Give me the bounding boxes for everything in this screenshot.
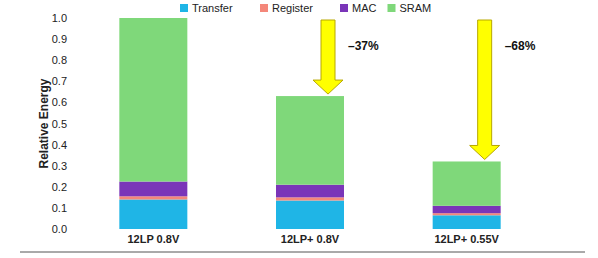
bar-segment: [276, 96, 344, 185]
bar-segment: [276, 201, 344, 229]
legend-swatch: [260, 4, 268, 12]
y-axis-title: Relative Energy: [37, 78, 51, 168]
y-tick: [71, 18, 75, 19]
bar-segment: [433, 161, 501, 205]
bar-segment: [433, 213, 501, 215]
annotation-arrow: [470, 20, 500, 159]
y-tick: [71, 123, 75, 124]
y-tick-label: 0.8: [52, 54, 67, 66]
x-tick-label: 12LP+ 0.55V: [434, 233, 499, 245]
legend-label: MAC: [352, 2, 377, 14]
y-tick: [71, 144, 75, 145]
legend: Transfer Register MAC SRAM: [180, 2, 431, 14]
y-tick-label: 0.6: [52, 96, 67, 108]
y-tick-label: 0.0: [52, 223, 67, 235]
y-tick-label: 0.3: [52, 160, 67, 172]
bar-segment: [276, 197, 344, 200]
y-tick-label: 0.4: [52, 139, 67, 151]
bar-segment: [119, 18, 187, 182]
y-tick: [71, 165, 75, 166]
legend-swatch: [180, 4, 188, 12]
y-tick: [71, 81, 75, 82]
x-tick-label: 12LP 0.8V: [127, 233, 179, 245]
y-tick-label: 0.2: [52, 181, 67, 193]
bar-segment: [433, 215, 501, 229]
y-tick: [71, 207, 75, 208]
y-tick-label: 1.0: [52, 12, 67, 24]
legend-label: SRAM: [400, 2, 432, 14]
rule: [20, 252, 585, 253]
bar-segment: [433, 206, 501, 213]
y-tick: [71, 186, 75, 187]
chart: 0.0 0.1 0.2 0.3 0.4 0.5 0.6 0.7 0.8 0.9 1.0 Relativ…: [0, 0, 598, 258]
bar-segment: [119, 196, 187, 199]
y-tick-label: 0.5: [52, 118, 67, 130]
annotation: –37%: [348, 39, 379, 53]
legend-swatch: [340, 4, 348, 12]
y-tick: [71, 39, 75, 40]
y-tick-label: 0.9: [52, 33, 67, 45]
y-tick-label: 0.7: [52, 75, 67, 87]
y-tick: [71, 60, 75, 61]
bar-segment: [276, 185, 344, 198]
annotation-arrow: [313, 20, 343, 94]
y-tick: [71, 102, 75, 103]
y-tick: [71, 229, 75, 230]
bar-segment: [119, 182, 187, 197]
annotation: –68%: [505, 39, 536, 53]
legend-label: Register: [272, 2, 313, 14]
y-tick-label: 0.1: [52, 202, 67, 214]
legend-label: Transfer: [192, 2, 233, 14]
bars: [119, 18, 500, 229]
bar-segment: [119, 199, 187, 229]
x-tick-label: 12LP+ 0.8V: [281, 233, 340, 245]
legend-swatch: [388, 4, 396, 12]
